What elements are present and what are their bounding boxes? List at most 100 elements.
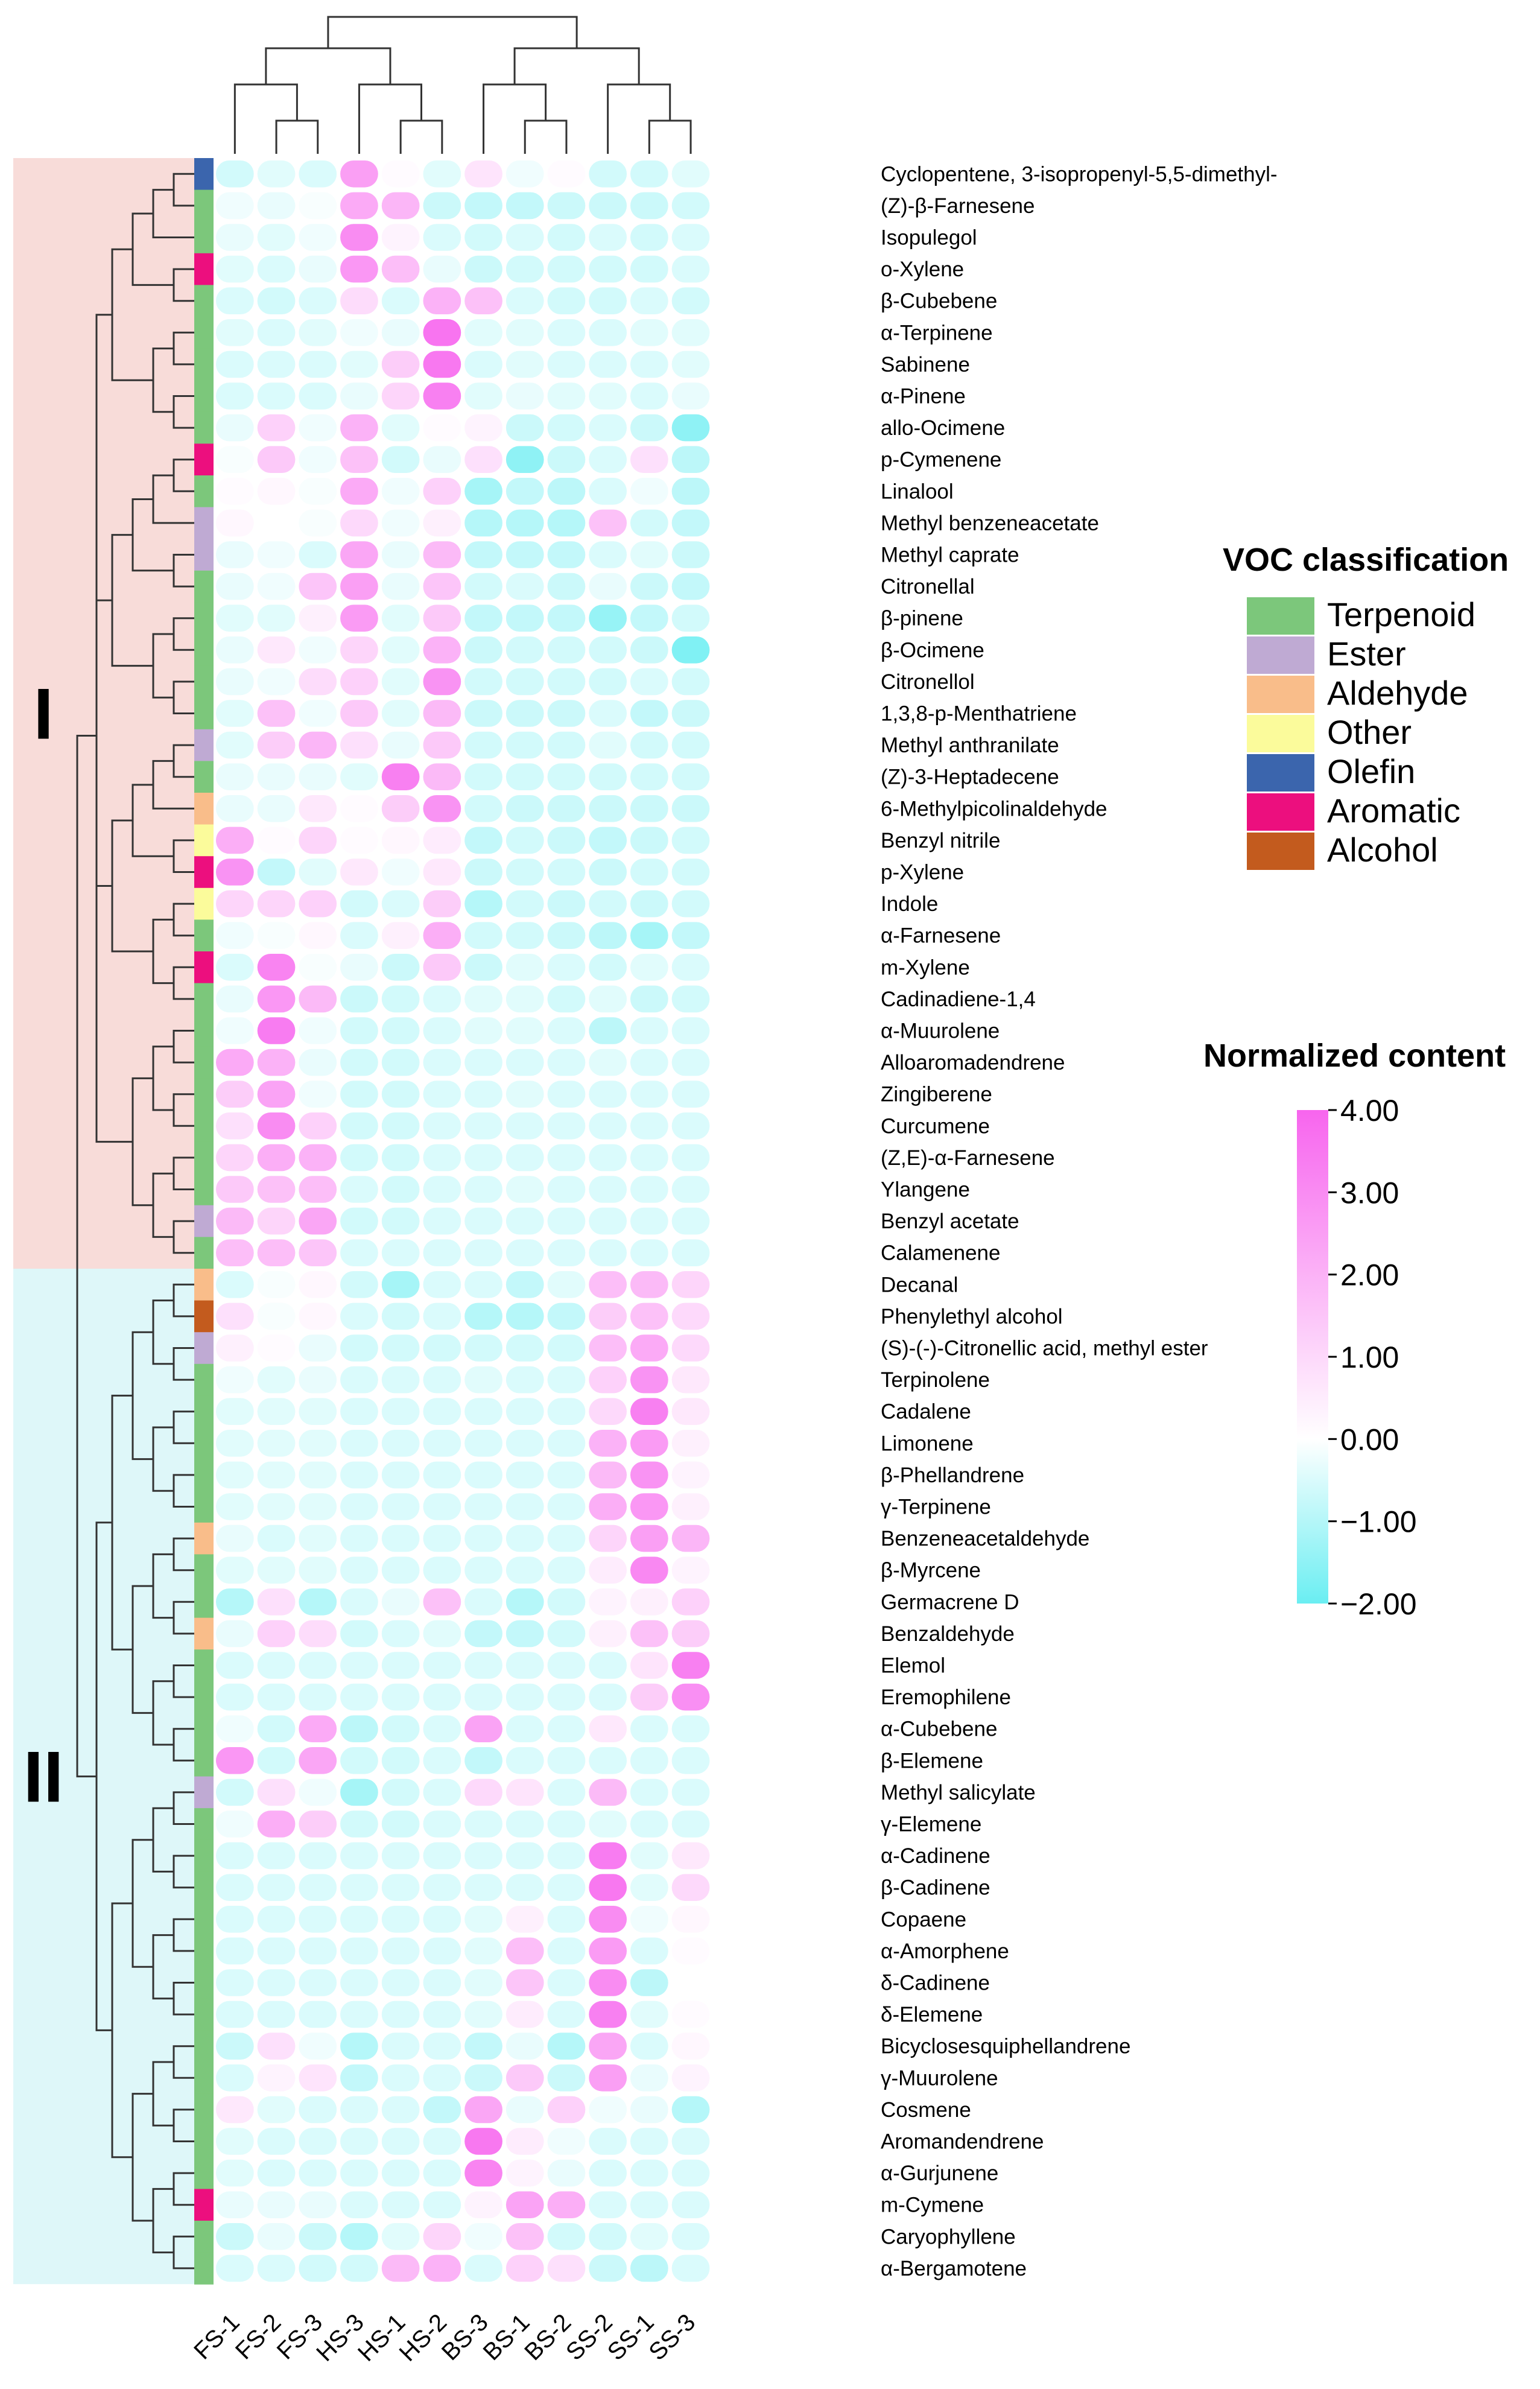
compound-labels: Cyclopentene, 3-isopropenyl-5,5-dimethyl… (881, 162, 1278, 2280)
class-swatch (194, 475, 214, 508)
compound-label: Indole (881, 892, 938, 916)
heatmap-cell (589, 1112, 627, 1140)
heatmap-cell (505, 1049, 544, 1076)
heatmap-cell (423, 1842, 461, 1870)
heatmap-cell (464, 1652, 502, 1679)
heatmap-cell (381, 1556, 420, 1584)
heatmap-cell (630, 1556, 668, 1584)
heatmap-cell (464, 2032, 502, 2060)
heatmap-cell (340, 2223, 378, 2250)
heatmap-cell (630, 1144, 668, 1172)
heatmap-cell (216, 319, 254, 346)
heatmap-cell (505, 1588, 544, 1616)
heatmap-cell (340, 1683, 378, 1711)
heatmap-cell (547, 446, 586, 473)
class-swatch (194, 887, 214, 920)
heatmap-cell (464, 922, 502, 949)
colorbar-tick-label: −2.00 (1340, 1587, 1417, 1621)
heatmap-cell (671, 1334, 710, 1362)
heatmap-cell (630, 636, 668, 664)
heatmap-cell (381, 509, 420, 537)
heatmap-cell (423, 255, 461, 283)
heatmap-cell (340, 731, 378, 759)
compound-label: γ-Terpinene (881, 1496, 991, 1519)
heatmap-cell (257, 700, 296, 727)
sample-label: FS-1 (189, 2309, 244, 2364)
sample-label: BS-1 (478, 2309, 535, 2365)
heatmap-cell (381, 1493, 420, 1520)
heatmap-cell (505, 1144, 544, 1172)
heatmap-cell (257, 636, 296, 664)
heatmap-cell (464, 1493, 502, 1520)
heatmap-cell (381, 1683, 420, 1711)
heatmap-cell (423, 1176, 461, 1203)
heatmap-cell (630, 1398, 668, 1425)
heatmap-cell (671, 446, 710, 473)
heatmap-cell (630, 954, 668, 981)
heatmap-cell (671, 224, 710, 251)
heatmap-cell (423, 509, 461, 537)
heatmap-cell (630, 1842, 668, 1870)
heatmap-cell (464, 1334, 502, 1362)
heatmap-cell (671, 985, 710, 1013)
heatmap-cell (423, 446, 461, 473)
heatmap-cell (589, 1493, 627, 1520)
heatmap-cell (505, 1906, 544, 1933)
heatmap-cell (216, 1874, 254, 1901)
heatmap-cell (505, 224, 544, 251)
heatmap-cell (381, 1524, 420, 1552)
heatmap-cell (216, 826, 254, 854)
heatmap-cell (547, 1239, 586, 1266)
heatmap-cell (423, 2096, 461, 2124)
heatmap-cell (381, 700, 420, 727)
heatmap-cell (547, 1620, 586, 1648)
heatmap-cell (423, 2191, 461, 2218)
heatmap-cell (340, 1144, 378, 1172)
heatmap-cell (505, 2191, 544, 2218)
heatmap-cell (299, 351, 337, 378)
heatmap-cell (423, 1430, 461, 1457)
heatmap-cell (299, 573, 337, 600)
heatmap-cell (216, 541, 254, 568)
heatmap-cell (671, 1398, 710, 1425)
compound-label: Alloaromadendrene (881, 1051, 1065, 1074)
heatmap-cell (257, 1906, 296, 1933)
heatmap-cell (505, 1239, 544, 1266)
heatmap-cell (505, 1398, 544, 1425)
heatmap-cell (464, 192, 502, 220)
heatmap-cell (671, 2064, 710, 2092)
legend-swatch (1247, 715, 1314, 752)
compound-label: p-Cymenene (881, 448, 1001, 472)
heatmap-cell (464, 1239, 502, 1266)
heatmap-cell (299, 1112, 337, 1140)
heatmap-cell (216, 1906, 254, 1933)
heatmap-cell (671, 858, 710, 886)
heatmap-cell (299, 287, 337, 314)
heatmap-cell (505, 1080, 544, 1108)
class-swatch (194, 824, 214, 857)
class-swatch (194, 983, 214, 1015)
heatmap-cell (630, 2064, 668, 2092)
heatmap-cell (340, 1524, 378, 1552)
legend-swatch (1247, 636, 1314, 674)
heatmap-cell (671, 700, 710, 727)
class-swatch (194, 2062, 214, 2095)
heatmap-cell (505, 1683, 544, 1711)
heatmap-cell (257, 224, 296, 251)
heatmap-cell (671, 1176, 710, 1203)
class-swatch (194, 411, 214, 444)
heatmap-cell (630, 1588, 668, 1616)
compound-label: β-Phellandrene (881, 1464, 1024, 1487)
compound-label: β-Cadinene (881, 1876, 990, 1900)
class-swatch (194, 1491, 214, 1523)
heatmap-cell (381, 351, 420, 378)
heatmap-cell (505, 826, 544, 854)
heatmap-cell (423, 1461, 461, 1489)
heatmap-cell (589, 1176, 627, 1203)
heatmap-cell (381, 2191, 420, 2218)
heatmap-cell (216, 1080, 254, 1108)
class-swatch (194, 1015, 214, 1047)
heatmap-cell (671, 890, 710, 918)
class-swatch (194, 158, 214, 191)
compound-label: Limonene (881, 1432, 974, 1455)
